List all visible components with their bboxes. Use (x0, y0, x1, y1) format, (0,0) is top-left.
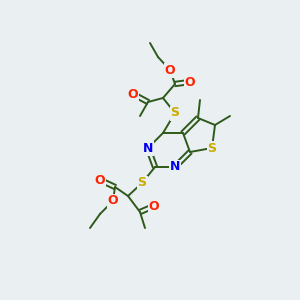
Text: S: S (208, 142, 217, 154)
Text: O: O (95, 173, 105, 187)
Text: S: S (137, 176, 146, 190)
Text: O: O (128, 88, 138, 100)
Text: N: N (143, 142, 153, 154)
Text: O: O (185, 76, 195, 88)
Text: N: N (170, 160, 180, 173)
Text: O: O (108, 194, 118, 208)
Text: O: O (165, 64, 175, 76)
Text: O: O (149, 200, 159, 212)
Text: S: S (170, 106, 179, 119)
